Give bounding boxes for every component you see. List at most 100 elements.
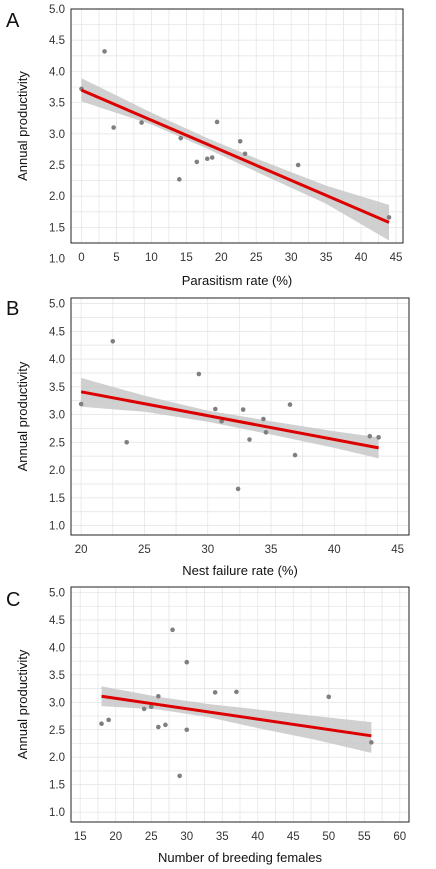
data-point	[367, 433, 373, 439]
regression-line	[101, 694, 372, 738]
data-point	[156, 693, 161, 699]
panel-border	[70, 586, 410, 823]
y-tick-label: 3.5	[49, 382, 65, 394]
data-point	[170, 627, 175, 633]
y-tick-label: 4.0	[49, 354, 65, 366]
panel-letter: C	[6, 589, 20, 611]
confidence-band	[81, 78, 390, 241]
x-tick-label: 20	[75, 544, 88, 556]
y-tick-label: 4.5	[49, 35, 65, 47]
data-point	[184, 727, 190, 733]
y-tick-label: 4.0	[49, 642, 65, 654]
data-point	[213, 406, 218, 412]
x-tick-label: 55	[358, 831, 371, 843]
y-tick-label: 4.5	[49, 326, 65, 338]
x-tick-label: 60	[393, 831, 406, 843]
data-points	[99, 627, 374, 779]
y-tick-label: 1.0	[49, 254, 65, 266]
x-tick-label: 40	[328, 544, 341, 556]
confidence-band	[81, 377, 379, 459]
x-tick-label: 15	[180, 252, 193, 264]
data-point	[209, 155, 215, 160]
data-point	[212, 690, 218, 695]
x-axis-label: Nest failure rate (%)	[182, 563, 298, 578]
panel-c: 1.0 1.5 2.0 2.5 3.0 3.5 4.0 4.5 5.0 15 20 25 30 35 40 4…	[6, 586, 410, 865]
x-tick-label: 40	[251, 831, 264, 843]
x-tick-label: 0	[78, 252, 84, 264]
data-point	[235, 486, 241, 492]
x-tick-label: 35	[320, 252, 333, 264]
grid	[71, 587, 409, 822]
y-tick-label: 2.5	[49, 160, 65, 172]
data-point	[78, 401, 84, 407]
regression-line	[80, 390, 379, 450]
data-point	[184, 659, 190, 665]
y-tick-label: 3.5	[49, 98, 65, 110]
panel-a: 1.0 1.5 2.0 2.5 3.0 3.5 4.0 4.5 5.0 0 5 10 15 20 25 30 3…	[6, 4, 404, 288]
data-point	[369, 740, 374, 745]
data-point	[156, 724, 161, 730]
x-tick-label: 10	[145, 252, 158, 264]
y-tick-label: 4.0	[49, 66, 65, 78]
data-point	[99, 721, 104, 727]
data-point	[177, 773, 182, 779]
x-tick-label: 25	[138, 544, 151, 556]
data-point	[148, 704, 154, 709]
y-tick-label: 5.0	[49, 4, 65, 16]
x-tick-label: 25	[145, 831, 158, 843]
x-tick-label: 30	[285, 252, 298, 264]
data-point	[106, 717, 111, 723]
data-point	[295, 162, 301, 168]
x-tick-label: 35	[265, 544, 278, 556]
data-point	[292, 452, 298, 458]
y-tick-label: 3.0	[49, 129, 65, 141]
y-tick-label: 5.0	[49, 299, 65, 311]
y-axis-label: Annual productivity	[15, 649, 30, 759]
data-point	[240, 407, 246, 412]
y-tick-label: 2.5	[49, 725, 65, 737]
data-points	[78, 338, 381, 492]
y-tick-label: 1.5	[49, 780, 65, 792]
x-tick-label: 30	[180, 831, 193, 843]
y-tick-label: 5.0	[49, 587, 65, 599]
x-tick-label: 40	[355, 252, 368, 264]
x-tick-label: 45	[287, 831, 300, 843]
data-point	[214, 119, 220, 125]
y-tick-label: 3.5	[49, 670, 65, 682]
x-tick-label: 45	[391, 544, 404, 556]
data-point	[178, 135, 184, 141]
y-tick-label: 2.0	[49, 465, 65, 477]
confidence-band	[101, 686, 372, 753]
x-tick-label: 30	[201, 544, 214, 556]
data-point	[242, 151, 248, 157]
panel-b: 1.0 1.5 2.0 2.5 3.0 3.5 4.0 4.5 5.0 20 25 30 35 40 45 N…	[6, 297, 410, 578]
x-tick-label: 35	[216, 831, 229, 843]
data-point	[139, 120, 144, 125]
y-tick-label: 1.0	[49, 521, 65, 533]
panel-letter: B	[6, 298, 19, 320]
data-point	[102, 49, 107, 54]
x-axis-label: Number of breeding females	[158, 850, 323, 865]
data-point	[386, 215, 392, 220]
x-tick-label: 25	[250, 252, 263, 264]
y-tick-label: 1.5	[49, 222, 65, 234]
panel-border	[70, 8, 404, 244]
data-point	[261, 416, 266, 422]
y-tick-label: 1.5	[49, 493, 65, 505]
data-point	[234, 689, 239, 695]
data-point	[219, 418, 224, 424]
x-tick-label: 15	[74, 831, 87, 843]
data-point	[287, 402, 293, 407]
y-tick-label: 4.5	[49, 615, 65, 627]
data-point	[177, 177, 182, 182]
data-point	[326, 694, 332, 700]
y-axis-label: Annual productivity	[15, 361, 30, 471]
data-point	[124, 440, 130, 445]
data-point	[376, 435, 381, 440]
x-tick-label: 45	[390, 252, 403, 264]
data-point	[247, 437, 252, 442]
x-tick-label: 50	[322, 831, 335, 843]
data-point	[204, 156, 210, 162]
panel-border	[70, 297, 410, 536]
